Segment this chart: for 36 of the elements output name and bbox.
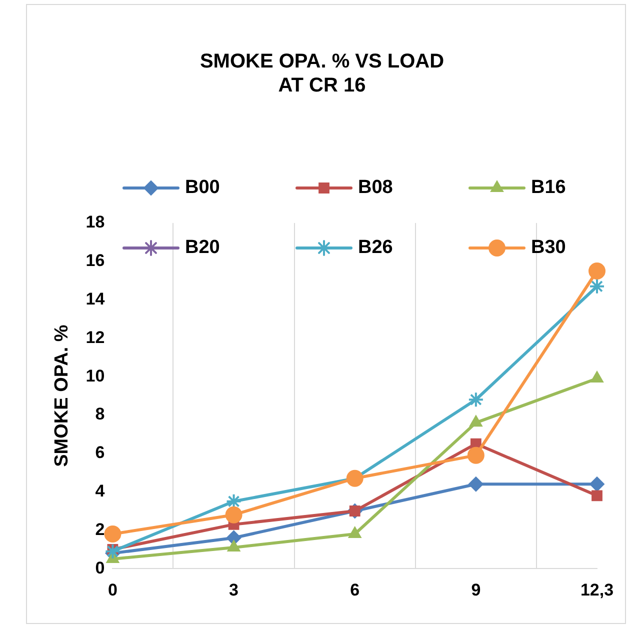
x-tick-label: 6 bbox=[350, 580, 360, 600]
chart-title: SMOKE OPA. % VS LOAD AT CR 16 bbox=[200, 50, 444, 97]
y-tick-label: 8 bbox=[95, 404, 105, 424]
point bbox=[104, 543, 121, 560]
point bbox=[467, 446, 484, 464]
y-tick-label: 16 bbox=[86, 251, 105, 270]
point bbox=[469, 415, 482, 427]
point bbox=[590, 371, 604, 383]
x-tick-label: 0 bbox=[108, 580, 118, 600]
point bbox=[348, 526, 362, 538]
point bbox=[589, 278, 605, 294]
x-tick-label: 12,3 bbox=[580, 580, 614, 600]
y-tick-label: 2 bbox=[95, 520, 105, 539]
legend-label: B08 bbox=[358, 177, 393, 198]
legend-label: B26 bbox=[358, 237, 393, 258]
point bbox=[104, 526, 122, 543]
legend-label: B20 bbox=[185, 237, 220, 258]
y-tick-label: 14 bbox=[86, 289, 106, 308]
y-tick-label: 0 bbox=[95, 558, 105, 578]
y-axis-title: SMOKE OPA. % bbox=[52, 324, 73, 467]
point bbox=[590, 476, 604, 492]
y-tick-label: 18 bbox=[86, 212, 105, 232]
legend-label: B16 bbox=[531, 177, 566, 198]
point bbox=[588, 262, 606, 280]
y-tick-label: 4 bbox=[95, 481, 106, 500]
point bbox=[468, 392, 484, 408]
legend-label: B30 bbox=[531, 237, 566, 258]
x-tick-label: 9 bbox=[471, 580, 481, 600]
point bbox=[468, 476, 484, 492]
point bbox=[225, 506, 242, 524]
x-tick-label: 3 bbox=[229, 580, 239, 600]
y-tick-label: 12 bbox=[86, 328, 105, 347]
y-tick-label: 10 bbox=[86, 366, 105, 386]
legend-label: B00 bbox=[185, 177, 220, 198]
y-tick-label: 6 bbox=[95, 443, 105, 462]
point bbox=[592, 490, 602, 502]
